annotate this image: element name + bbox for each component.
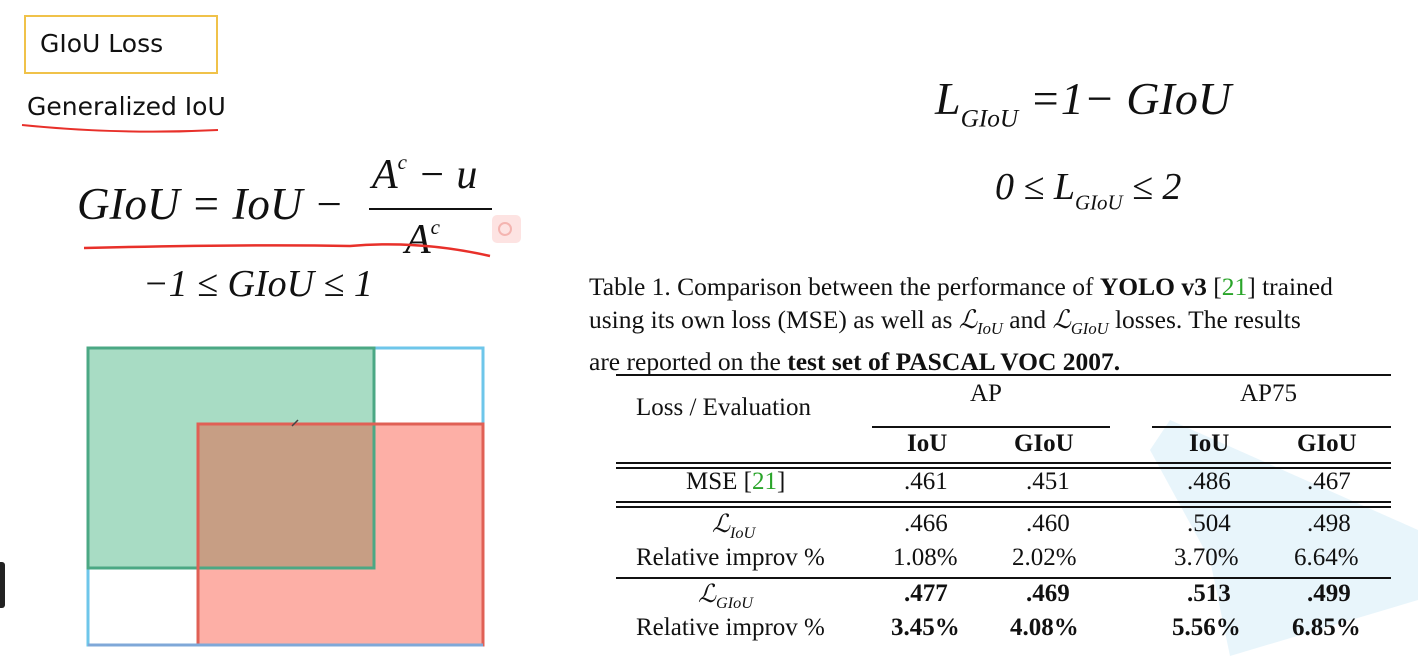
slide-subtitle: Generalized IoU — [27, 92, 226, 121]
iou-diagram — [86, 346, 485, 647]
overlap-region — [198, 424, 374, 568]
fraction-bar — [369, 208, 492, 210]
lgiou-rel-ap75-giou: 6.85% — [1292, 614, 1361, 641]
subheader-ap75-iou: IoU — [1189, 430, 1230, 457]
subheader-ap75-giou: GIoU — [1297, 430, 1357, 457]
cursor-mark — [291, 419, 299, 427]
ground-truth-outline — [86, 346, 376, 570]
liou-ap75-giou: .498 — [1307, 510, 1351, 537]
zoom-icon-lens — [498, 222, 512, 236]
zoom-icon — [492, 215, 521, 243]
table-caption: Table 1. Comparison between the performa… — [589, 270, 1418, 378]
lgiou-rel-ap75-iou: 5.56% — [1172, 614, 1241, 641]
mse-double-rule-2 — [616, 506, 1391, 508]
mse-double-rule-1 — [616, 501, 1391, 503]
lgiou-rel-ap-iou: 3.45% — [891, 614, 960, 641]
giou-range: −1 ≤ GIoU ≤ 1 — [143, 263, 373, 305]
caption-line-3: are reported on the test set of PASCAL V… — [589, 347, 1121, 377]
giou-loss-equation: LGIoU =1− GIoU — [935, 73, 1232, 133]
header-ap75: AP75 — [1240, 380, 1297, 407]
caption-line-1: Table 1. Comparison between the performa… — [589, 272, 1333, 301]
liou-rel-ap75-iou: 3.70% — [1174, 544, 1239, 571]
row-lgiou-label: ℒGIoU — [698, 581, 754, 612]
mse-ap75-iou: .486 — [1187, 468, 1231, 495]
giou-loss-range: 0 ≤ LGIoU ≤ 2 — [995, 166, 1182, 215]
liou-rel-ap75-giou: 6.64% — [1294, 544, 1359, 571]
liou-rel-ap-iou: 1.08% — [893, 544, 958, 571]
row-liou-relative-label: Relative improv % — [636, 544, 825, 571]
liou-rel-ap-giou: 2.02% — [1012, 544, 1077, 571]
row-liou-label: ℒIoU — [712, 511, 756, 542]
giou-fraction-denominator: Ac — [405, 215, 440, 263]
lgiou-ap-iou: .477 — [904, 580, 948, 607]
giou-equation-lhs: GIoU = IoU − — [77, 179, 344, 229]
liou-ap75-iou: .504 — [1187, 510, 1231, 537]
left-edge-handle — [0, 562, 5, 608]
slide-title: GIoU Loss — [40, 29, 164, 58]
highlight-wash — [1150, 420, 1418, 656]
mse-ap75-giou: .467 — [1307, 468, 1351, 495]
mse-ap-iou: .461 — [904, 468, 948, 495]
header-double-rule-2 — [616, 467, 1391, 469]
liou-rule — [616, 577, 1391, 579]
liou-ap-giou: .460 — [1026, 510, 1070, 537]
giou-fraction-numerator: Ac − u — [372, 150, 478, 198]
lgiou-ap75-iou: .513 — [1187, 580, 1231, 607]
header-loss-evaluation: Loss / Evaluation — [636, 394, 811, 421]
row-lgiou-relative-label: Relative improv % — [636, 614, 825, 641]
mse-ap-giou: .451 — [1026, 468, 1070, 495]
subheader-ap-giou: GIoU — [1014, 430, 1074, 457]
lgiou-ap75-giou: .499 — [1307, 580, 1351, 607]
header-double-rule-1 — [616, 462, 1391, 464]
lgiou-rel-ap-giou: 4.08% — [1010, 614, 1079, 641]
ap-group-rule — [872, 426, 1110, 428]
title-box — [24, 15, 218, 74]
subtitle-underline — [21, 124, 219, 133]
ap75-group-rule — [1152, 426, 1391, 428]
table-top-rule — [616, 374, 1391, 376]
caption-line-2: using its own loss (MSE) as well as ℒIoU… — [589, 305, 1301, 339]
lgiou-ap-giou: .469 — [1026, 580, 1070, 607]
equation-underline — [83, 243, 491, 258]
header-ap: AP — [970, 380, 1002, 407]
results-table: Loss / Evaluation AP AP75 IoU GIoU IoU G… — [616, 374, 1391, 644]
row-mse-label: MSE [21] — [686, 468, 786, 495]
subheader-ap-iou: IoU — [907, 430, 948, 457]
liou-ap-iou: .466 — [904, 510, 948, 537]
